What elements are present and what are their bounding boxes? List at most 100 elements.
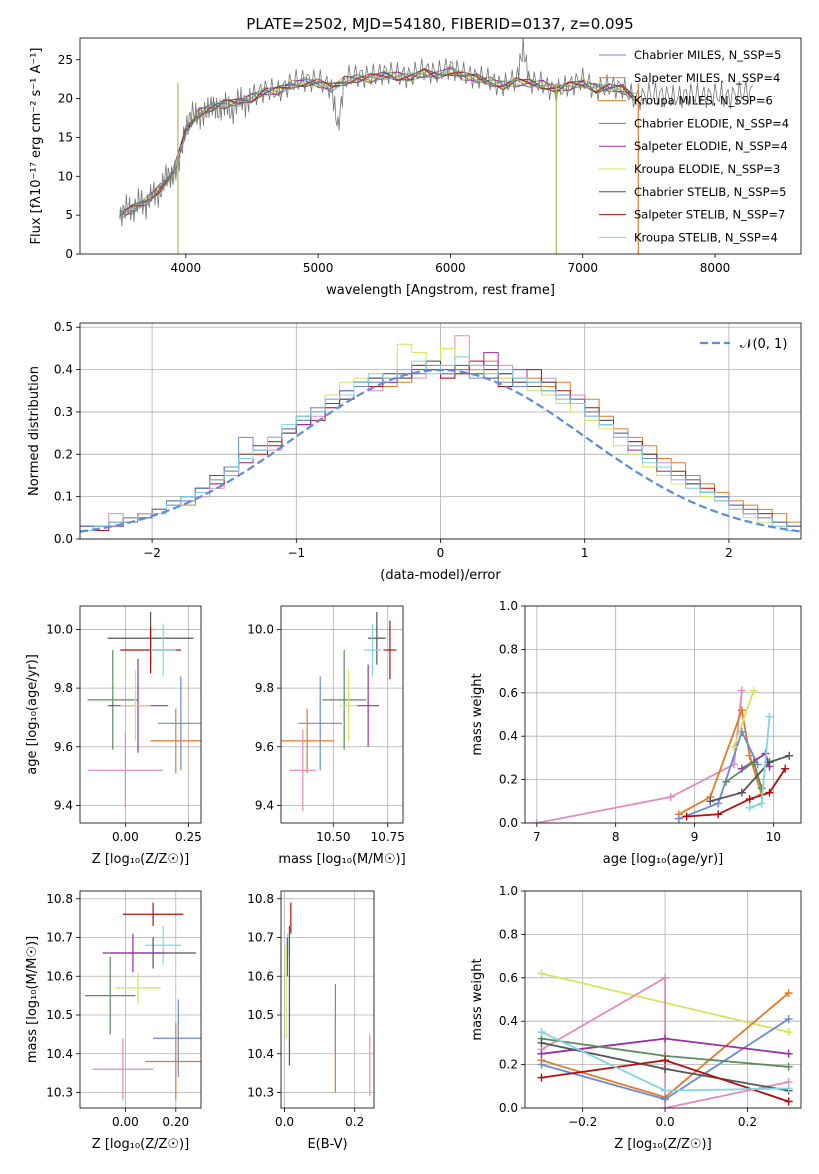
y-tick-label: 10.4 [46,1047,73,1061]
y-tick-label: 0.6 [499,971,518,985]
series-marker [784,1084,793,1093]
series-marker [785,751,794,760]
y-tick-label: 10.7 [247,931,274,945]
y-tick-label: 20 [58,92,73,106]
y-tick-label: 10.4 [247,1047,274,1061]
y-axis-label: Flux [fλ10⁻¹⁷ erg cm⁻² s⁻¹ A⁻¹] [29,48,44,245]
errorbar-point [150,623,176,677]
panel-residual_hist: −2 −1 0 1 2 0.0 0.1 0.2 0.3 0.4 0.5 (data-model)/er… [27,320,802,583]
errorbar-point [357,664,380,747]
x-tick-label: −1 [287,546,305,560]
plot-area [281,611,397,812]
x-tick-label: 0.25 [175,830,202,844]
panel-age_vs_mass: 10.50 10.75 9.4 9.6 9.8 10.0 mass [log₁₀(M/M☉)… [247,605,406,867]
legend-label: Salpeter MILES, N_SSP=4 [634,71,780,85]
errorbar-point [281,708,334,774]
series-marker [729,743,738,752]
x-axis-label: wavelength [Angstrom, rest frame] [326,283,555,298]
panel-age_vs_z: 0.00 0.25 9.4 9.6 9.8 10.0 Z [log₁₀(Z/Z☉)] age … [25,605,202,867]
errorbar-point [92,1038,154,1101]
series-marker [537,969,546,978]
y-tick-label: 0.4 [499,729,518,743]
plot-area [80,335,801,533]
errorbar-point [87,649,138,750]
y-tick-label: 9.4 [255,798,274,812]
y-axis-label: mass weight [470,673,485,755]
series-marker [537,1060,546,1069]
plot-area [119,38,753,254]
panel-mass_vs_ebv: 0.0 0.2 10.3 10.4 10.5 10.6 10.7 10.8 E(B-V) [247,890,375,1152]
errorbar-point [339,670,358,741]
axes-frame [79,37,802,255]
x-tick-label: 0 [437,546,445,560]
y-tick-label: 10.8 [247,892,274,906]
series [537,1028,793,1095]
legend-label: Salpeter STELIB, N_SSP=7 [634,208,785,222]
y-tick-label: 0.8 [499,642,518,656]
x-axis-label: E(B-V) [307,1137,347,1152]
legend-label: Kroupa STELIB, N_SSP=4 [634,230,778,244]
axes-frame [280,605,404,824]
series-marker [661,1056,670,1065]
series [537,1015,793,1104]
y-tick-label: 0.2 [499,773,518,787]
y-tick-label: 0.8 [499,927,518,941]
x-tick-label: 10.50 [316,830,350,844]
series-marker [537,1028,546,1037]
y-axis-label: mass weight [470,958,485,1040]
errorbar-point [368,611,386,665]
series-marker [537,1038,546,1047]
series-marker [784,1015,793,1024]
y-tick-label: 1.0 [499,599,518,613]
plot-area [537,969,793,1108]
x-axis-label: age [log₁₀(age/yr)] [603,852,724,867]
series-marker [745,803,754,812]
series-marker [661,1086,670,1095]
gaussian-curve [80,368,801,533]
series-marker [661,1104,670,1108]
x-tick-label: 5000 [303,261,334,275]
legend-label: Kroupa MILES, N_SSP=6 [634,94,773,108]
errorbar-point [120,670,151,741]
series-line [541,976,789,1108]
series-marker [737,686,746,695]
x-tick-label: 10 [766,830,781,844]
series-marker [784,1028,793,1037]
series-marker [757,784,766,793]
y-tick-label: 9.6 [255,740,274,754]
series [674,727,762,823]
series-marker [661,1034,670,1043]
x-tick-label: 9 [691,830,699,844]
series-marker [749,686,758,695]
errorbar-point [145,1022,201,1101]
x-tick-label: 7 [533,830,541,844]
errorbar-point [153,999,201,1077]
y-tick-label: 9.8 [255,681,274,695]
histogram-step [80,356,801,531]
x-tick-label: 0.0 [275,1115,294,1129]
y-tick-label: 10.6 [46,969,73,983]
axes-frame [524,890,802,1109]
model-spectrum-line [119,68,636,211]
x-axis-label: Z [log₁₀(Z/Z☉)] [614,1137,711,1152]
series [537,1034,793,1058]
y-tick-label: 0.4 [54,363,73,377]
errorbar-point [158,676,201,771]
series-marker [784,1049,793,1058]
errorbar-point [102,933,164,973]
series-marker [706,797,715,806]
y-tick-label: 0.0 [499,816,518,830]
plot-area [532,686,794,823]
y-axis-label: Normed distribution [27,366,42,496]
series-marker [745,795,754,804]
errorbar-point [145,925,181,965]
series-marker [714,810,723,819]
series-marker [666,792,675,801]
axes-frame [79,322,802,540]
errorbar-point [289,729,316,812]
x-tick-label: 0.20 [162,1115,189,1129]
series [537,973,793,1108]
series-marker [784,1097,793,1106]
x-tick-label: 4000 [171,261,202,275]
